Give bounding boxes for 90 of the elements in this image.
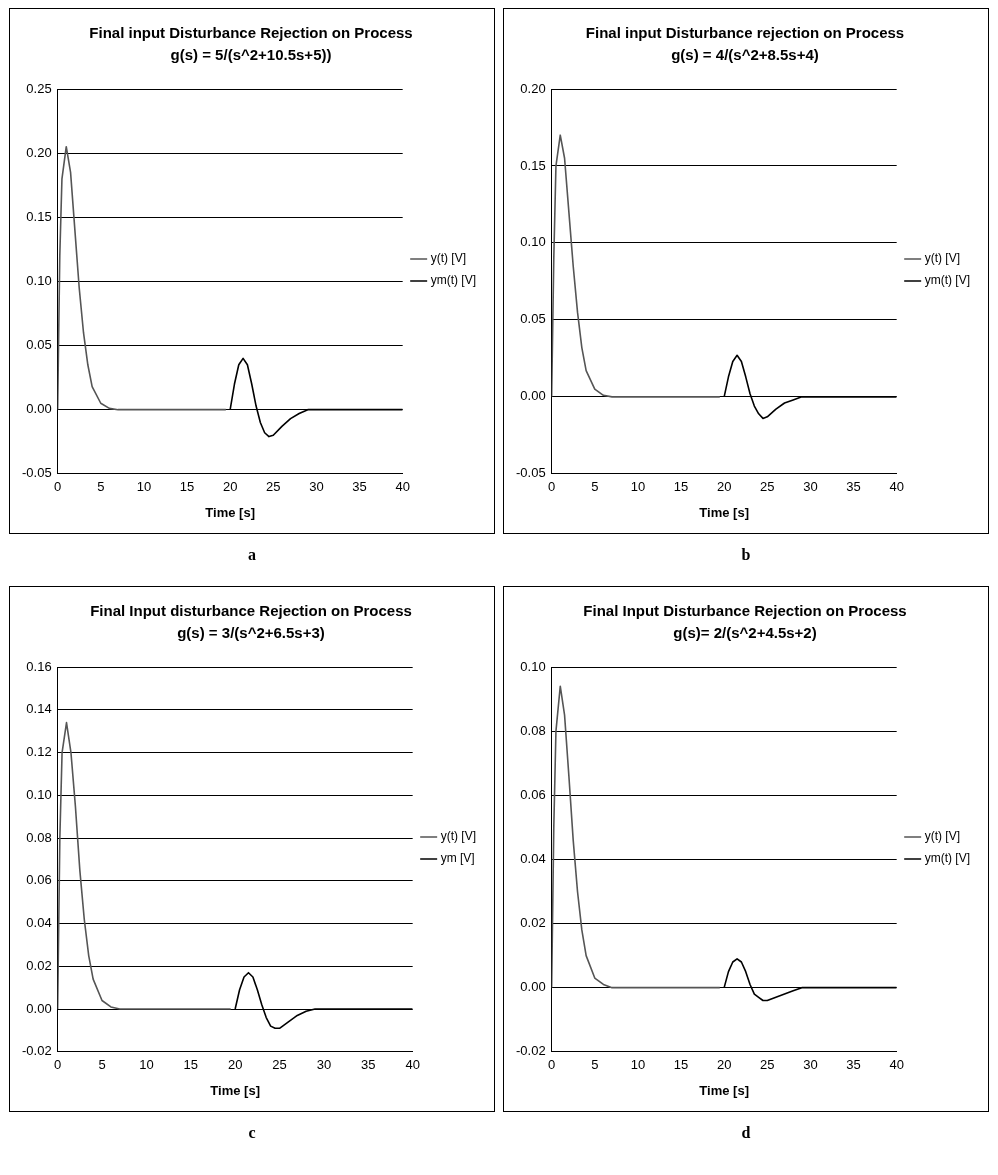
x-tick-label: 5	[98, 1057, 106, 1073]
y-tick-label: -0.02	[21, 1043, 52, 1059]
y-tick-label: 0.10	[26, 272, 52, 288]
legend-label: ym [V]	[440, 851, 475, 866]
x-tick-label: 30	[803, 479, 818, 495]
x-tick-label: 25	[266, 479, 281, 495]
x-tick-label: 20	[716, 479, 732, 495]
y-tick-label: 0.15	[520, 157, 546, 173]
y-tick-label: 0.10	[520, 234, 546, 250]
x-tick-label: 15	[179, 479, 195, 495]
y-tick-label: 0.12	[26, 744, 52, 760]
legend-label: y(t) [V]	[430, 251, 467, 266]
x-tick-label: 15	[183, 1057, 198, 1073]
y-tick-label: 0.00	[26, 1000, 52, 1016]
x-tick-label: 40	[405, 1057, 420, 1073]
chart-title: Final Input disturbance Rejection on Process	[90, 602, 412, 620]
legend-label: y(t) [V]	[440, 829, 477, 844]
x-tick-label: 40	[395, 479, 410, 495]
legend-label: ym(t) [V]	[924, 273, 970, 288]
text: a	[248, 546, 256, 564]
x-tick-label: 10	[630, 1057, 646, 1073]
y-tick-label: -0.05	[21, 465, 52, 481]
x-tick-label: 35	[352, 479, 367, 495]
chart-subtitle: g(s) = 3/(s^2+6.5s+3)	[177, 624, 325, 642]
y-tick-label: 0.08	[26, 829, 52, 845]
x-tick-label: 0	[548, 479, 556, 495]
x-tick-label: 0	[548, 1057, 556, 1073]
y-tick-label: 0.05	[26, 337, 52, 353]
legend-label: y(t) [V]	[924, 829, 961, 844]
y-tick-label: 0.20	[26, 144, 52, 160]
x-tick-label: 35	[361, 1057, 376, 1073]
legend-label: y(t) [V]	[924, 251, 961, 266]
x-tick-label: 40	[889, 479, 904, 495]
y-tick-label: 0.02	[520, 915, 546, 931]
y-tick-label: 0.16	[26, 658, 52, 674]
y-tick-label: 0.04	[26, 915, 52, 931]
x-tick-label: 10	[139, 1057, 154, 1073]
y-tick-label: 0.06	[26, 872, 52, 888]
x-tick-label: 20	[716, 1057, 732, 1073]
x-tick-label: 5	[97, 479, 105, 495]
text: d	[741, 1124, 751, 1142]
x-tick-label: 35	[846, 1057, 861, 1073]
y-tick-label: 0.02	[26, 957, 52, 973]
x-tick-label: 5	[591, 1057, 599, 1073]
chart-subtitle: g(s) = 5/(s^2+10.5s+5))	[170, 46, 332, 64]
x-tick-label: 10	[630, 479, 646, 495]
y-tick-label: 0.25	[26, 80, 52, 96]
x-tick-label: 40	[889, 1057, 904, 1073]
y-tick-label: 0.20	[520, 80, 546, 96]
y-tick-label: -0.02	[515, 1043, 546, 1059]
y-tick-label: 0.14	[26, 701, 52, 717]
x-axis-title: Time [s]	[210, 1082, 260, 1098]
legend-label: ym(t) [V]	[924, 851, 970, 866]
x-axis-title: Time [s]	[205, 504, 255, 520]
x-tick-label: 10	[136, 479, 152, 495]
x-axis-title: Time [s]	[699, 504, 749, 520]
chart-title: Final Input Disturbance Rejection on Process	[583, 602, 907, 620]
x-tick-label: 25	[272, 1057, 287, 1073]
chart-subtitle: g(s) = 4/(s^2+8.5s+4)	[671, 46, 819, 64]
x-tick-label: 20	[222, 479, 238, 495]
x-tick-label: 0	[54, 1057, 62, 1073]
x-tick-label: 35	[846, 479, 861, 495]
x-tick-label: 30	[309, 479, 324, 495]
chart-title: Final input Disturbance rejection on Process	[585, 24, 905, 42]
x-tick-label: 25	[760, 1057, 775, 1073]
y-tick-label: -0.05	[515, 465, 546, 481]
y-tick-label: 0.00	[520, 979, 546, 995]
x-tick-label: 20	[227, 1057, 243, 1073]
chart-title: Final input Disturbance Rejection on Process	[89, 24, 413, 42]
x-tick-label: 25	[760, 479, 775, 495]
y-tick-label: 0.15	[26, 208, 52, 224]
y-tick-label: 0.00	[26, 401, 52, 417]
x-tick-label: 5	[591, 479, 599, 495]
text: c	[248, 1124, 256, 1142]
y-tick-label: 0.04	[520, 850, 546, 866]
chart-subtitle: g(s)= 2/(s^2+4.5s+2)	[673, 624, 817, 642]
y-tick-label: 0.10	[520, 658, 546, 674]
y-tick-label: 0.08	[520, 722, 546, 738]
x-tick-label: 0	[54, 479, 62, 495]
x-tick-label: 30	[316, 1057, 332, 1073]
y-tick-label: 0.05	[520, 311, 546, 327]
x-tick-label: 30	[803, 1057, 818, 1073]
x-axis-title: Time [s]	[699, 1082, 749, 1098]
legend-label: ym(t) [V]	[430, 273, 476, 288]
y-tick-label: 0.10	[26, 786, 52, 802]
x-tick-label: 15	[673, 479, 689, 495]
y-tick-label: 0.06	[520, 786, 546, 802]
x-tick-label: 15	[673, 1057, 689, 1073]
y-tick-label: 0.00	[520, 388, 546, 404]
text: b	[741, 546, 751, 564]
